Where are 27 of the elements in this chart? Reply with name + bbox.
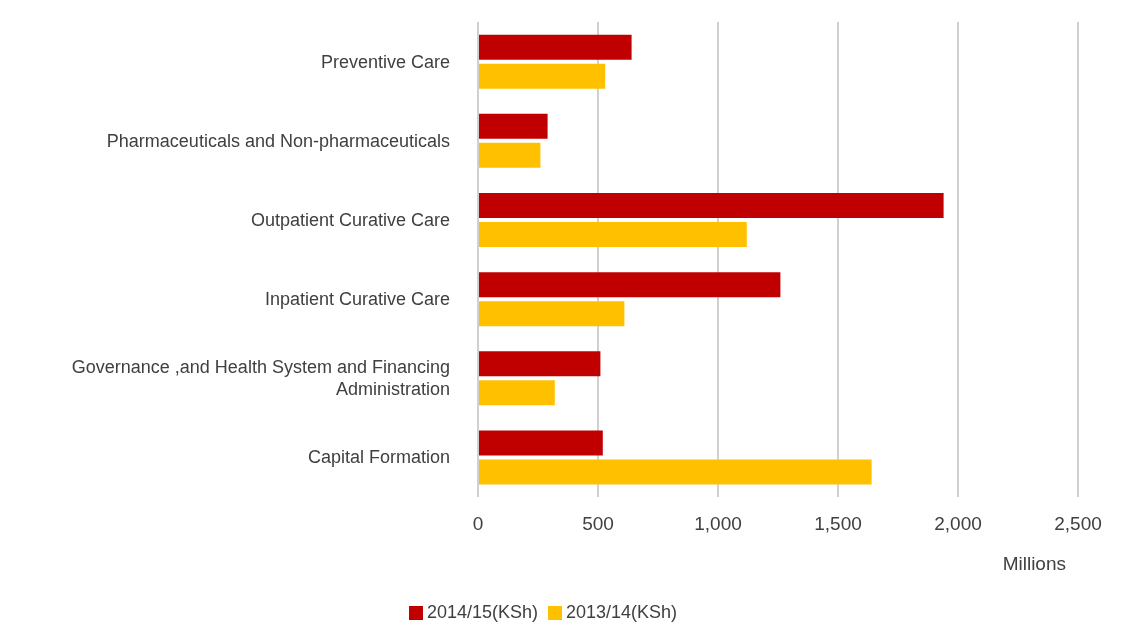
bar (478, 63, 606, 89)
bar (478, 351, 601, 377)
bar (478, 193, 944, 218)
legend-label: 2014/15(KSh) (426, 602, 538, 622)
legend-label: 2013/14(KSh) (566, 602, 678, 622)
bar (478, 113, 548, 139)
bar (478, 301, 625, 327)
bar (478, 459, 872, 485)
y-tick-label: Preventive Care (320, 51, 450, 72)
x-tick-label: 1,500 (814, 513, 862, 535)
y-tick-label: Governance ,and Health System and Financing Administration (71, 357, 450, 400)
x-axis-title: Millions (1002, 553, 1066, 574)
x-tick-label: 2,000 (934, 513, 982, 535)
x-tick-label: 1,000 (694, 513, 742, 535)
y-tick-label: Capital Formation (307, 447, 450, 468)
bar (478, 272, 781, 298)
x-tick-label: 0 (472, 513, 484, 535)
bar (478, 222, 747, 247)
bar (478, 430, 603, 456)
bar (478, 142, 541, 168)
bar (478, 380, 555, 406)
bar (478, 34, 632, 60)
x-tick-label: 2,500 (1054, 513, 1102, 535)
x-tick-label: 500 (582, 513, 614, 535)
y-tick-label: Outpatient Curative Care (250, 209, 450, 230)
y-tick-label: Pharmaceuticals and Non-pharmaceuticals (106, 130, 450, 151)
y-tick-label: Inpatient Curative Care (264, 289, 450, 310)
